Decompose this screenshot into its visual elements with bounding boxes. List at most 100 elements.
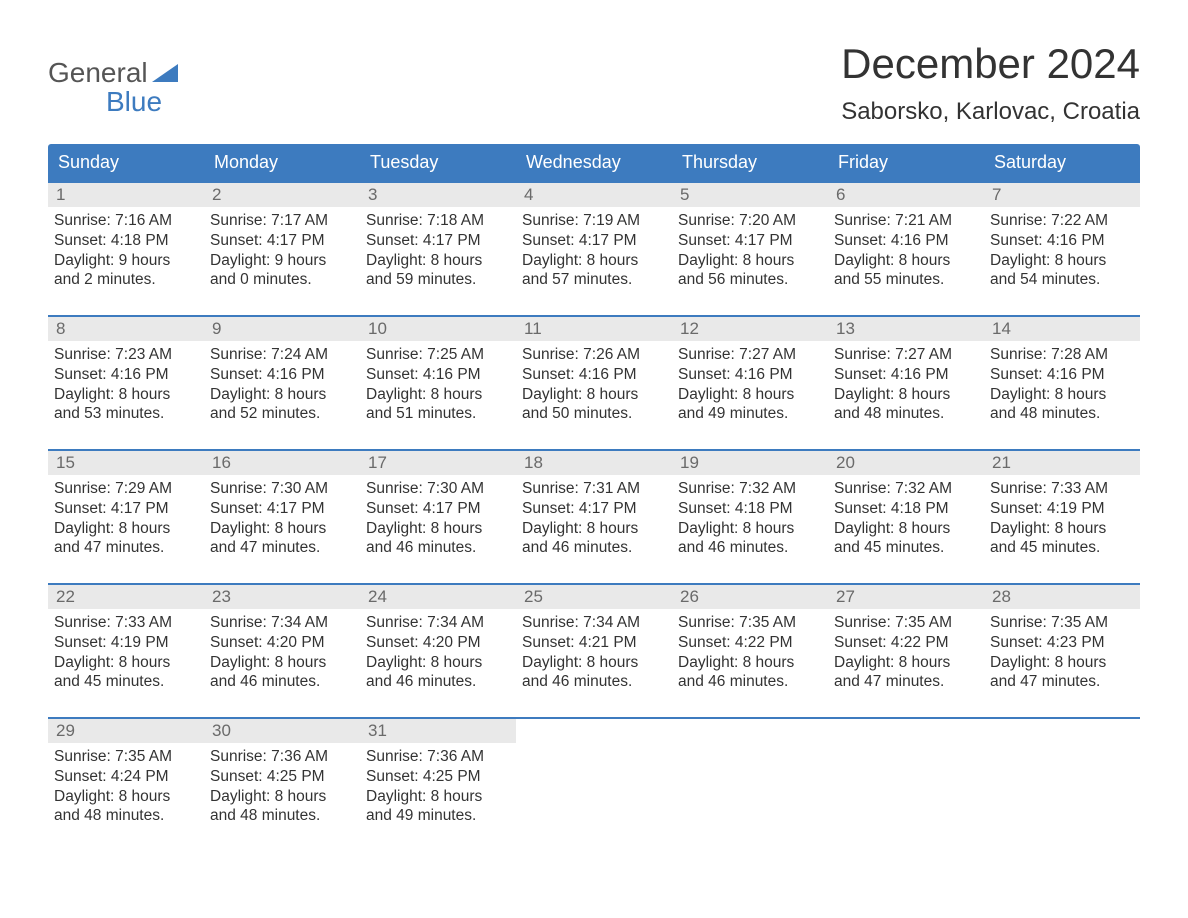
dl1-text: Daylight: 8 hours [366,519,510,539]
sunrise-text: Sunrise: 7:32 AM [834,479,978,499]
sunrise-text: Sunrise: 7:26 AM [522,345,666,365]
calendar: SundayMondayTuesdayWednesdayThursdayFrid… [48,144,1140,837]
day-number: 25 [516,585,672,609]
day-header-cell: Wednesday [516,144,672,181]
day-header-cell: Tuesday [360,144,516,181]
day-details: Sunrise: 7:31 AMSunset: 4:17 PMDaylight:… [516,475,672,564]
day-cell: 12Sunrise: 7:27 AMSunset: 4:16 PMDayligh… [672,317,828,435]
dl2-text: and 56 minutes. [678,270,822,290]
dl1-text: Daylight: 8 hours [834,519,978,539]
dl2-text: and 46 minutes. [678,672,822,692]
day-number: 2 [204,183,360,207]
dl1-text: Daylight: 8 hours [990,385,1134,405]
week-row: 1Sunrise: 7:16 AMSunset: 4:18 PMDaylight… [48,181,1140,301]
dl2-text: and 55 minutes. [834,270,978,290]
sunrise-text: Sunrise: 7:35 AM [678,613,822,633]
day-cell: 13Sunrise: 7:27 AMSunset: 4:16 PMDayligh… [828,317,984,435]
sunrise-text: Sunrise: 7:25 AM [366,345,510,365]
sunset-text: Sunset: 4:23 PM [990,633,1134,653]
day-cell: 30Sunrise: 7:36 AMSunset: 4:25 PMDayligh… [204,719,360,837]
day-number: 15 [48,451,204,475]
sunset-text: Sunset: 4:24 PM [54,767,198,787]
sunrise-text: Sunrise: 7:16 AM [54,211,198,231]
sunset-text: Sunset: 4:17 PM [366,499,510,519]
dl1-text: Daylight: 9 hours [210,251,354,271]
day-header-cell: Saturday [984,144,1140,181]
week-row: 15Sunrise: 7:29 AMSunset: 4:17 PMDayligh… [48,449,1140,569]
day-details: Sunrise: 7:33 AMSunset: 4:19 PMDaylight:… [48,609,204,698]
day-details: Sunrise: 7:27 AMSunset: 4:16 PMDaylight:… [672,341,828,430]
dl2-text: and 49 minutes. [678,404,822,424]
dl2-text: and 47 minutes. [990,672,1134,692]
sunrise-text: Sunrise: 7:20 AM [678,211,822,231]
day-number: 26 [672,585,828,609]
day-number: 4 [516,183,672,207]
dl1-text: Daylight: 8 hours [366,251,510,271]
week-gap [48,435,1140,449]
week-row: 22Sunrise: 7:33 AMSunset: 4:19 PMDayligh… [48,583,1140,703]
dl1-text: Daylight: 8 hours [834,653,978,673]
day-number: 12 [672,317,828,341]
sunrise-text: Sunrise: 7:34 AM [210,613,354,633]
sunset-text: Sunset: 4:16 PM [990,231,1134,251]
day-cell: 26Sunrise: 7:35 AMSunset: 4:22 PMDayligh… [672,585,828,703]
day-details: Sunrise: 7:27 AMSunset: 4:16 PMDaylight:… [828,341,984,430]
day-cell: 31Sunrise: 7:36 AMSunset: 4:25 PMDayligh… [360,719,516,837]
week-gap [48,301,1140,315]
logo-word1: General [48,58,148,87]
day-cell: 28Sunrise: 7:35 AMSunset: 4:23 PMDayligh… [984,585,1140,703]
day-details: Sunrise: 7:23 AMSunset: 4:16 PMDaylight:… [48,341,204,430]
dl1-text: Daylight: 8 hours [990,251,1134,271]
day-number: 5 [672,183,828,207]
day-details: Sunrise: 7:30 AMSunset: 4:17 PMDaylight:… [204,475,360,564]
week-gap [48,703,1140,717]
day-details: Sunrise: 7:35 AMSunset: 4:22 PMDaylight:… [828,609,984,698]
dl2-text: and 46 minutes. [366,672,510,692]
day-cell: 3Sunrise: 7:18 AMSunset: 4:17 PMDaylight… [360,183,516,301]
day-details: Sunrise: 7:36 AMSunset: 4:25 PMDaylight:… [360,743,516,832]
dl2-text: and 2 minutes. [54,270,198,290]
day-number: 8 [48,317,204,341]
dl2-text: and 48 minutes. [210,806,354,826]
sunrise-text: Sunrise: 7:36 AM [366,747,510,767]
day-cell: 9Sunrise: 7:24 AMSunset: 4:16 PMDaylight… [204,317,360,435]
sunset-text: Sunset: 4:19 PM [54,633,198,653]
sunset-text: Sunset: 4:16 PM [990,365,1134,385]
day-number: 22 [48,585,204,609]
logo: General Blue [48,40,180,117]
day-number: 24 [360,585,516,609]
day-details: Sunrise: 7:16 AMSunset: 4:18 PMDaylight:… [48,207,204,296]
dl2-text: and 45 minutes. [54,672,198,692]
day-details: Sunrise: 7:28 AMSunset: 4:16 PMDaylight:… [984,341,1140,430]
sunset-text: Sunset: 4:17 PM [678,231,822,251]
sunrise-text: Sunrise: 7:35 AM [834,613,978,633]
dl1-text: Daylight: 8 hours [54,385,198,405]
dl2-text: and 48 minutes. [990,404,1134,424]
dl1-text: Daylight: 8 hours [210,385,354,405]
sunrise-text: Sunrise: 7:34 AM [522,613,666,633]
sunset-text: Sunset: 4:17 PM [366,231,510,251]
dl1-text: Daylight: 8 hours [678,653,822,673]
dl1-text: Daylight: 8 hours [990,519,1134,539]
day-cell: 8Sunrise: 7:23 AMSunset: 4:16 PMDaylight… [48,317,204,435]
sunrise-text: Sunrise: 7:18 AM [366,211,510,231]
day-header-row: SundayMondayTuesdayWednesdayThursdayFrid… [48,144,1140,181]
day-details: Sunrise: 7:35 AMSunset: 4:24 PMDaylight:… [48,743,204,832]
day-number: 14 [984,317,1140,341]
day-details: Sunrise: 7:34 AMSunset: 4:21 PMDaylight:… [516,609,672,698]
day-cell: 10Sunrise: 7:25 AMSunset: 4:16 PMDayligh… [360,317,516,435]
sunrise-text: Sunrise: 7:30 AM [366,479,510,499]
day-number: 20 [828,451,984,475]
day-details: Sunrise: 7:25 AMSunset: 4:16 PMDaylight:… [360,341,516,430]
day-number: 21 [984,451,1140,475]
dl2-text: and 45 minutes. [834,538,978,558]
sunrise-text: Sunrise: 7:23 AM [54,345,198,365]
day-details: Sunrise: 7:29 AMSunset: 4:17 PMDaylight:… [48,475,204,564]
day-header-cell: Monday [204,144,360,181]
dl2-text: and 48 minutes. [54,806,198,826]
dl1-text: Daylight: 8 hours [366,787,510,807]
sunrise-text: Sunrise: 7:28 AM [990,345,1134,365]
day-number: 3 [360,183,516,207]
day-cell: 1Sunrise: 7:16 AMSunset: 4:18 PMDaylight… [48,183,204,301]
day-details: Sunrise: 7:18 AMSunset: 4:17 PMDaylight:… [360,207,516,296]
